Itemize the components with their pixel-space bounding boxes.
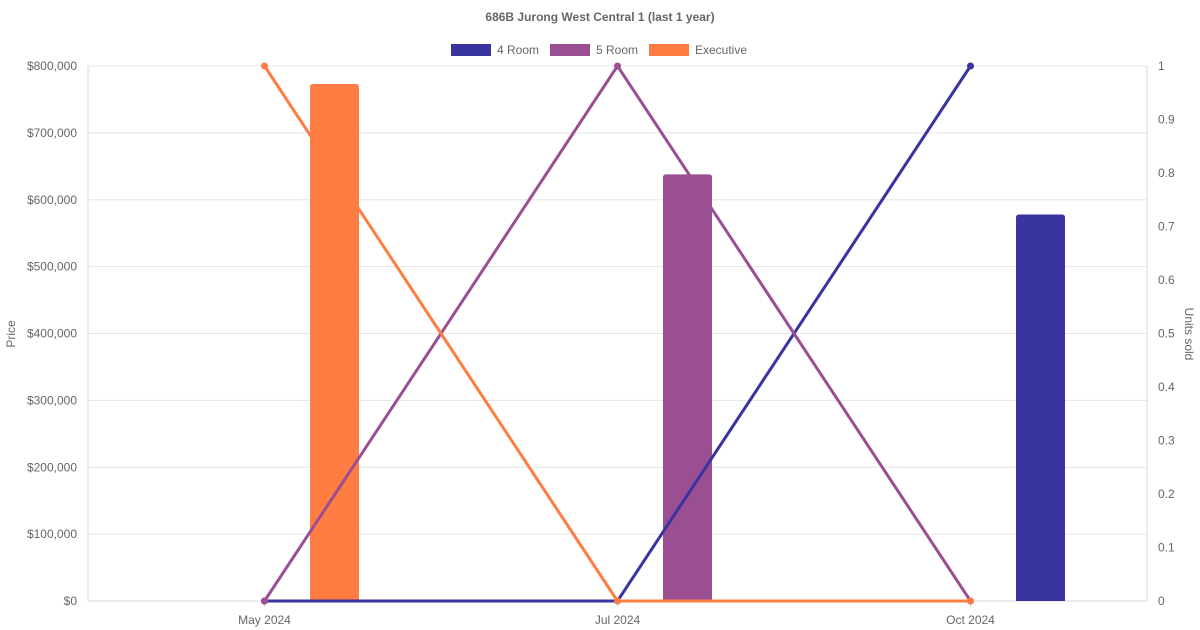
y-tick-label: $200,000 — [27, 460, 77, 474]
y-tick-label: $800,000 — [27, 59, 77, 73]
point-4-room-oct-2024[interactable] — [967, 62, 974, 70]
legend-swatch-4-room — [451, 44, 491, 56]
y2-tick-label: 0.6 — [1158, 273, 1175, 287]
y-tick-label: $700,000 — [27, 126, 77, 140]
bar-4-room-oct-2024[interactable] — [1016, 214, 1065, 601]
y2-tick-label: 0.5 — [1158, 327, 1175, 341]
y2-axis-ticks: 0 0.1 0.2 0.3 0.4 0.5 0.6 0.7 0.8 0.9 1 — [1158, 59, 1175, 608]
legend-label-5-room: 5 Room — [596, 43, 638, 57]
y2-tick-label: 0.4 — [1158, 380, 1175, 394]
legend-label-executive: Executive — [695, 43, 747, 57]
y2-tick-label: 0.7 — [1158, 220, 1175, 234]
legend: 4 Room 5 Room Executive — [451, 43, 747, 57]
x-tick-label: Jul 2024 — [595, 613, 641, 627]
legend-swatch-5-room — [550, 44, 590, 56]
point-5-room-may-2024[interactable] — [261, 597, 268, 605]
y2-tick-label: 0.3 — [1158, 434, 1175, 448]
point-5-room-jul-2024[interactable] — [614, 62, 621, 70]
point-executive-may-2024[interactable] — [261, 62, 268, 70]
point-executive-oct-2024[interactable] — [967, 597, 974, 605]
bar-5-room-jul-2024[interactable] — [663, 174, 712, 601]
point-executive-jul-2024[interactable] — [614, 597, 621, 605]
y-tick-label: $300,000 — [27, 393, 77, 407]
y2-tick-label: 0.2 — [1158, 487, 1175, 501]
y-tick-label: $100,000 — [27, 527, 77, 541]
y-tick-label: $500,000 — [27, 260, 77, 274]
y2-tick-label: 1 — [1158, 59, 1165, 73]
y-axis-ticks: $0 $100,000 $200,000 $300,000 $400,000 $500,0… — [27, 59, 77, 608]
gridlines — [87, 65, 1148, 602]
y-tick-label: $0 — [64, 594, 78, 608]
x-tick-label: Oct 2024 — [946, 613, 995, 627]
units-sold-lines — [261, 62, 974, 605]
y-tick-label: $600,000 — [27, 193, 77, 207]
legend-item-5-room[interactable]: 5 Room — [550, 43, 638, 57]
chart-title: 686B Jurong West Central 1 (last 1 year) — [485, 10, 714, 24]
legend-item-4-room[interactable]: 4 Room — [451, 43, 539, 57]
y2-axis-label: Units sold — [1182, 308, 1196, 361]
y-axis-label: Price — [4, 320, 18, 348]
price-bars — [310, 84, 1065, 601]
bar-executive-may-2024[interactable] — [310, 84, 359, 601]
legend-label-4-room: 4 Room — [497, 43, 539, 57]
x-axis-ticks: May 2024 Jul 2024 Oct 2024 — [238, 601, 995, 627]
y2-tick-label: 0.9 — [1158, 113, 1175, 127]
legend-swatch-executive — [649, 44, 689, 56]
y2-tick-label: 0.8 — [1158, 166, 1175, 180]
y-tick-label: $400,000 — [27, 327, 77, 341]
y2-tick-label: 0 — [1158, 594, 1165, 608]
y2-tick-label: 0.1 — [1158, 541, 1175, 555]
x-tick-label: May 2024 — [238, 613, 291, 627]
legend-item-executive[interactable]: Executive — [649, 43, 747, 57]
